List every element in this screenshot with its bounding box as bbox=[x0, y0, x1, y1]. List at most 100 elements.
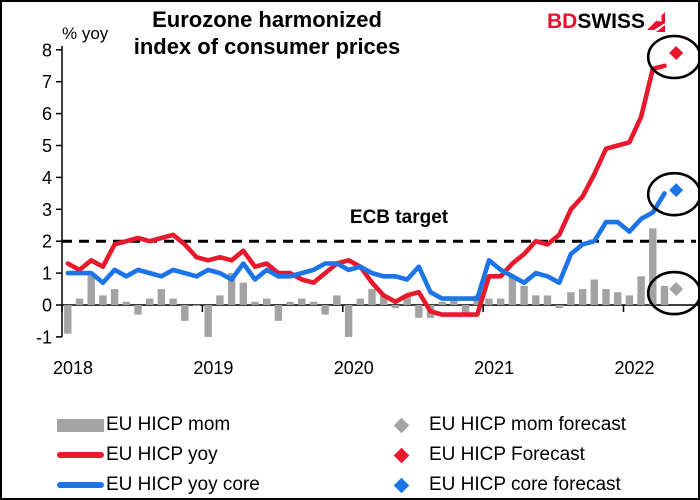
bar-2020-07 bbox=[415, 305, 423, 318]
legend-marker-diamond bbox=[393, 417, 410, 433]
x-tick-label: 2021 bbox=[474, 358, 514, 378]
legend-marker-diamond bbox=[393, 447, 410, 463]
y-tick-label: 6 bbox=[42, 104, 52, 124]
bar-2020-04 bbox=[380, 295, 388, 305]
y-tick-label: -1 bbox=[36, 327, 52, 347]
bar-2019-03 bbox=[227, 273, 236, 305]
bar-2020-06 bbox=[403, 295, 411, 305]
ecb-target-annotation: ECB target bbox=[350, 207, 449, 228]
bar-2018-03 bbox=[87, 273, 95, 305]
bar-2021-09 bbox=[578, 289, 587, 305]
bar-2019-01 bbox=[204, 305, 212, 337]
bar-2018-07 bbox=[134, 305, 142, 315]
bar-2019-10 bbox=[309, 301, 318, 305]
y-tick-label: 5 bbox=[42, 136, 52, 156]
legend-label: EU HICP mom bbox=[106, 414, 231, 435]
y-tick-label: 2 bbox=[42, 232, 52, 252]
bar-2020-10 bbox=[450, 298, 458, 305]
x-tick-label: 2020 bbox=[334, 358, 374, 378]
bar-2019-08 bbox=[286, 301, 294, 305]
x-tick-label: 2022 bbox=[614, 358, 654, 378]
bar-2022-01 bbox=[625, 295, 634, 305]
bar-2020-11 bbox=[461, 305, 470, 315]
bar-2021-06 bbox=[543, 295, 552, 305]
legend-label: EU HICP yoy bbox=[106, 444, 218, 465]
legend-marker-diamond bbox=[393, 477, 410, 493]
bar-2019-11 bbox=[321, 305, 329, 315]
legend-marker-line bbox=[57, 452, 104, 458]
legend-column-forecasts: EU HICP mom forecast EU HICP Forecast EU H… bbox=[390, 410, 626, 498]
bar-2019-02 bbox=[216, 295, 224, 305]
legend-label: EU HICP Forecast bbox=[429, 444, 585, 465]
y-tick-label: 7 bbox=[42, 72, 52, 92]
diamond-eu-hicp-forecast bbox=[669, 45, 684, 60]
bar-2018-10 bbox=[169, 298, 177, 305]
logo-arrow-icon bbox=[647, 12, 666, 32]
bar-2022-04 bbox=[660, 285, 669, 305]
bar-2020-03 bbox=[368, 289, 376, 305]
y-tick-label: 1 bbox=[42, 264, 52, 284]
legend-item: EU HICP mom bbox=[57, 410, 260, 440]
bar-2021-12 bbox=[614, 292, 622, 305]
line-eu-hicp-yoy-core bbox=[65, 191, 667, 301]
bar-2022-02 bbox=[637, 276, 645, 305]
bar-2018-01 bbox=[64, 305, 72, 334]
bar-2019-07 bbox=[274, 305, 283, 321]
bar-2021-11 bbox=[602, 289, 610, 305]
legend-item: EU HICP mom forecast bbox=[390, 410, 626, 440]
bar-2021-05 bbox=[532, 295, 540, 305]
bar-2018-12 bbox=[192, 305, 201, 306]
bar-2021-10 bbox=[590, 279, 598, 305]
bar-2021-07 bbox=[555, 305, 563, 309]
bdswiss-logo: BD SWISS bbox=[547, 10, 666, 34]
bar-2019-12 bbox=[333, 295, 341, 305]
bar-2020-01 bbox=[344, 305, 353, 337]
y-tick-label: 3 bbox=[42, 200, 52, 220]
bar-2019-05 bbox=[251, 301, 259, 305]
bar-2018-04 bbox=[99, 295, 107, 305]
bar-2021-02 bbox=[497, 298, 505, 305]
legend-marker-line bbox=[57, 482, 104, 488]
legend-label: EU HICP yoy core bbox=[106, 474, 260, 495]
chart-canvas: -1 0 1 2 3 4 5 6 7 8 2018 2019 2020 2021 2022 ECB targe… bbox=[36, 34, 698, 378]
legend-item: EU HICP yoy bbox=[57, 440, 260, 470]
bar-2018-02 bbox=[75, 298, 84, 305]
y-axis-unit-label: % yoy bbox=[62, 24, 109, 43]
bar-2020-02 bbox=[356, 298, 364, 305]
legend-item: EU HICP Forecast bbox=[390, 440, 626, 470]
highlight-ellipse-eu-hicp-mom-forecast bbox=[646, 270, 698, 316]
y-tick-label: 8 bbox=[42, 40, 52, 60]
bar-2020-05 bbox=[391, 305, 400, 309]
bar-2019-09 bbox=[298, 298, 306, 305]
bar-2020-09 bbox=[438, 301, 446, 305]
legend-column-series: EU HICP mom EU HICP yoy EU HICP yoy core bbox=[57, 410, 260, 498]
bar-2019-04 bbox=[239, 282, 247, 305]
y-tick-label: 0 bbox=[42, 296, 52, 316]
bar-2018-09 bbox=[157, 289, 166, 305]
diamond-eu-hicp-mom-forecast bbox=[669, 282, 684, 297]
legend-item: EU HICP yoy core bbox=[57, 470, 260, 498]
logo-text-swiss: SWISS bbox=[577, 10, 646, 33]
legend-marker-bar bbox=[57, 418, 104, 432]
bar-2018-06 bbox=[122, 301, 130, 305]
line-eu-hicp-yoy bbox=[65, 63, 667, 317]
bar-2021-04 bbox=[520, 285, 528, 305]
diamond-eu-hicp-core-forecast bbox=[669, 183, 684, 198]
bar-2019-06 bbox=[263, 298, 271, 305]
logo-text-bd: BD bbox=[547, 10, 578, 33]
highlight-ellipse-eu-hicp-forecast bbox=[646, 34, 698, 80]
chart-title: Eurozone harmonized index of consumer pr… bbox=[133, 7, 401, 59]
bar-2018-08 bbox=[146, 298, 154, 305]
bar-2021-08 bbox=[567, 292, 575, 305]
bar-2018-11 bbox=[181, 305, 189, 321]
bar-2022-03 bbox=[649, 228, 657, 305]
x-tick-label: 2019 bbox=[193, 358, 233, 378]
legend-label: EU HICP mom forecast bbox=[429, 414, 627, 435]
legend-item: EU HICP core forecast bbox=[390, 470, 626, 498]
legend-label: EU HICP core forecast bbox=[429, 474, 621, 495]
bars-hicp-mom bbox=[64, 228, 669, 337]
bar-2021-01 bbox=[485, 298, 493, 305]
highlight-ellipse-eu-hicp-core-forecast bbox=[646, 171, 698, 217]
y-tick-label: 4 bbox=[42, 168, 52, 188]
